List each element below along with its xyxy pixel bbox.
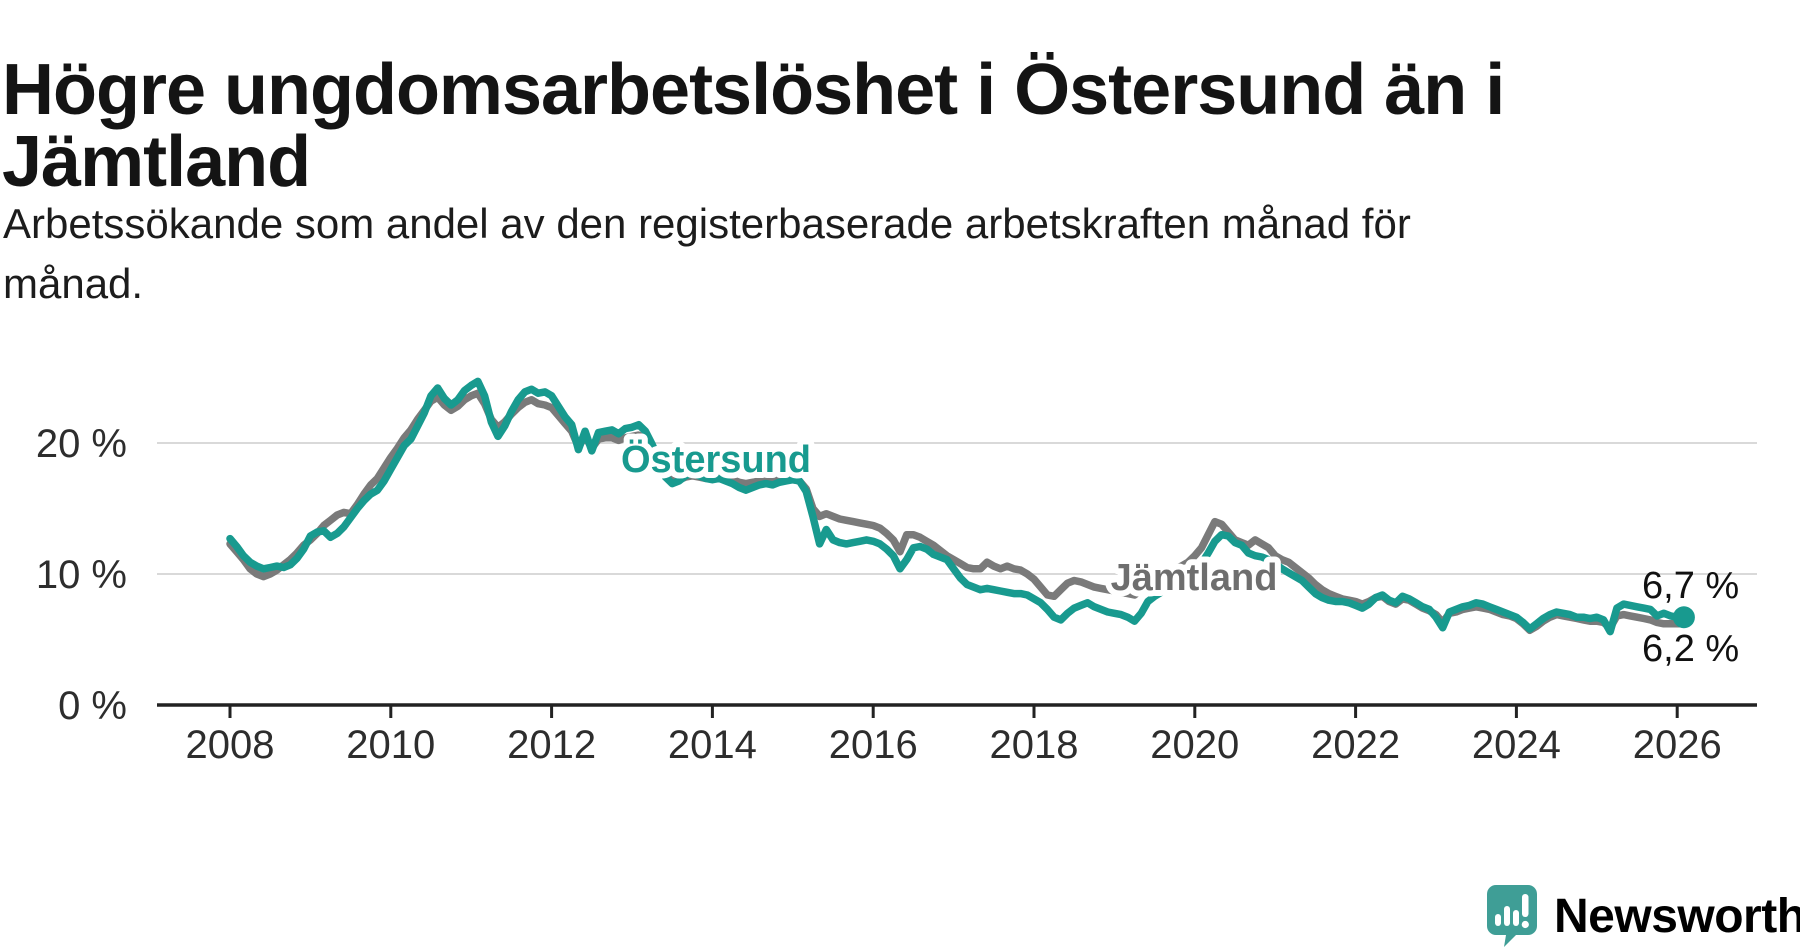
y-tick-label: 0 % — [58, 684, 127, 728]
x-tick-label: 2014 — [668, 723, 757, 767]
jamtland-series-label: Jämtland — [1111, 557, 1278, 599]
x-tick-label: 2012 — [507, 723, 596, 767]
jamtland-end-value: 6,2 % — [1642, 628, 1739, 670]
ostersund-line — [226, 377, 1688, 636]
x-tick-label: 2026 — [1633, 723, 1722, 767]
ostersund-end-dot — [1672, 606, 1695, 629]
x-tick-label: 2016 — [829, 723, 918, 767]
x-tick-label: 2010 — [346, 723, 435, 767]
ostersund-series-label: Östersund — [621, 438, 811, 481]
page-title: Högre ungdomsarbetslöshet i Östersund än… — [2, 50, 1505, 203]
jamtland-line — [226, 389, 1688, 635]
newsworthy-logo: Newsworthy — [1486, 884, 1800, 948]
newsworthy-bubble-chart-icon — [1487, 885, 1537, 947]
y-axis-labels: 0 % 10 % 20 % — [36, 422, 127, 728]
chart-subtitle: Arbetssökande som andel av den registerb… — [3, 200, 1411, 307]
x-tick-label: 2024 — [1472, 723, 1561, 767]
x-tick-label: 2020 — [1150, 723, 1239, 767]
ostersund-end-value: 6,7 % — [1642, 565, 1739, 607]
y-tick-label: 10 % — [36, 553, 127, 597]
x-axis-ticks: 2008 2010 2012 2014 2016 2018 2020 2022 2024 2026 — [186, 705, 1722, 767]
newsworthy-wordmark: Newsworthy — [1554, 889, 1800, 943]
x-tick-label: 2008 — [186, 723, 275, 767]
y-tick-label: 20 % — [36, 422, 127, 466]
x-tick-label: 2022 — [1311, 723, 1400, 767]
x-tick-label: 2018 — [990, 723, 1079, 767]
